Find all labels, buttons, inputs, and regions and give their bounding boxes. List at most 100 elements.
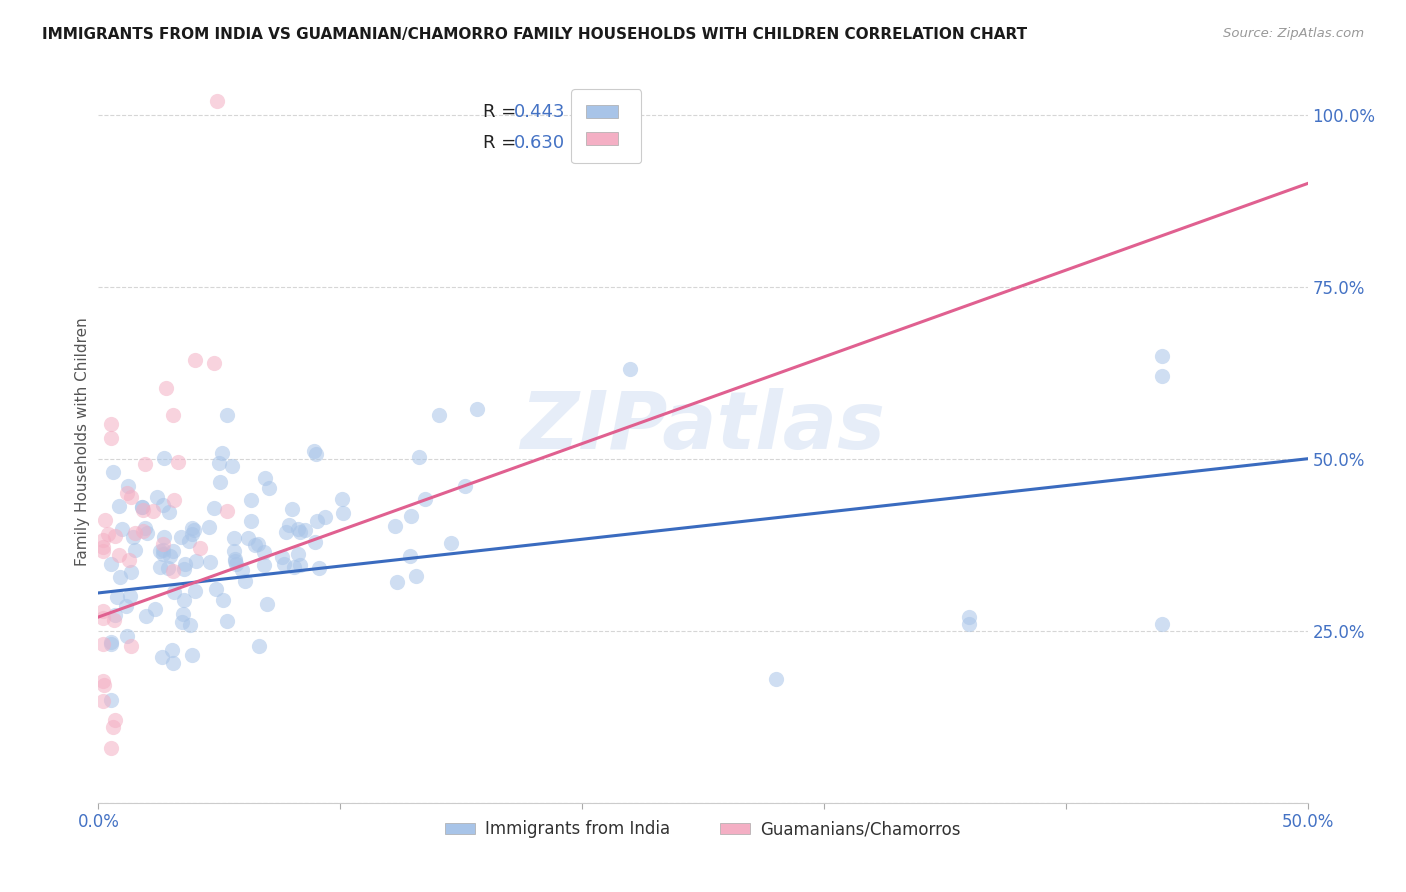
Point (221, 458, 243, 473)
Point (273, 557, 295, 571)
Point (408, 450, 430, 464)
Point (159, 549, 181, 563)
Point (149, 543, 172, 558)
Point (173, 561, 195, 575)
Text: IMMIGRANTS FROM INDIA VS GUAMANIAN/CHAMORRO FAMILY HOUSEHOLDS WITH CHILDREN CORR: IMMIGRANTS FROM INDIA VS GUAMANIAN/CHAMO… (42, 27, 1028, 42)
Point (384, 519, 406, 533)
Point (294, 523, 316, 537)
Point (257, 482, 280, 496)
Point (115, 486, 138, 500)
Point (247, 639, 270, 653)
Point (104, 529, 127, 543)
Point (179, 617, 201, 632)
Point (957, 610, 980, 624)
Point (162, 656, 184, 670)
Point (302, 444, 325, 458)
Point (100, 692, 122, 706)
Point (108, 569, 131, 583)
Point (121, 530, 143, 544)
Point (120, 639, 142, 653)
Point (120, 590, 142, 604)
Point (399, 509, 422, 524)
Point (287, 547, 309, 561)
Text: N =: N = (578, 134, 617, 153)
Point (93, 604, 115, 618)
Point (163, 585, 186, 599)
Point (153, 451, 176, 466)
Point (107, 548, 129, 562)
Point (387, 575, 409, 590)
Point (239, 514, 262, 528)
Point (173, 593, 195, 607)
Point (247, 536, 270, 550)
Point (224, 544, 246, 558)
Text: R =: R = (482, 103, 522, 121)
Point (145, 601, 167, 615)
Point (440, 536, 463, 550)
Point (124, 525, 146, 540)
Point (132, 503, 155, 517)
Point (142, 504, 165, 518)
Point (183, 583, 205, 598)
Point (162, 408, 184, 422)
Point (179, 533, 201, 548)
Point (134, 458, 156, 472)
Point (270, 549, 292, 564)
Point (1152, 616, 1174, 631)
Text: 119: 119 (603, 103, 638, 121)
Point (117, 479, 139, 493)
Point (183, 523, 205, 537)
Point (91, 544, 114, 558)
Point (159, 505, 181, 519)
Point (155, 381, 177, 395)
Point (256, 597, 278, 611)
Text: Source: ZipAtlas.com: Source: ZipAtlas.com (1223, 27, 1364, 40)
Point (180, 526, 202, 541)
Point (93, 677, 115, 691)
Text: 0.443: 0.443 (515, 103, 565, 121)
Point (281, 501, 304, 516)
Point (283, 560, 305, 574)
Point (308, 560, 330, 574)
Point (120, 566, 142, 580)
Point (135, 608, 157, 623)
Point (131, 500, 153, 514)
Point (208, 456, 231, 470)
Point (153, 530, 176, 544)
Point (162, 544, 184, 558)
Point (120, 490, 142, 504)
Point (132, 524, 155, 538)
Point (399, 549, 422, 563)
Point (288, 525, 311, 540)
Point (91, 540, 114, 554)
Point (215, 504, 238, 518)
Point (454, 479, 477, 493)
Point (231, 563, 253, 577)
Point (131, 500, 153, 515)
Point (1152, 369, 1174, 384)
Point (163, 493, 186, 508)
Point (413, 491, 436, 506)
Point (173, 557, 195, 571)
Y-axis label: Family Households with Children: Family Households with Children (75, 318, 90, 566)
Point (305, 514, 328, 528)
Point (152, 537, 174, 551)
Point (124, 542, 146, 557)
Point (103, 613, 125, 627)
Point (190, 541, 212, 555)
Point (332, 506, 354, 520)
Point (94, 513, 117, 527)
Point (243, 538, 266, 552)
Point (170, 615, 193, 629)
Point (104, 607, 127, 622)
Point (157, 561, 180, 575)
Point (405, 569, 427, 583)
Point (619, 362, 641, 376)
Point (152, 547, 174, 561)
Point (136, 525, 159, 540)
Point (222, 531, 245, 545)
Point (181, 521, 204, 535)
Point (162, 643, 184, 657)
Point (100, 635, 122, 649)
Point (100, 557, 122, 571)
